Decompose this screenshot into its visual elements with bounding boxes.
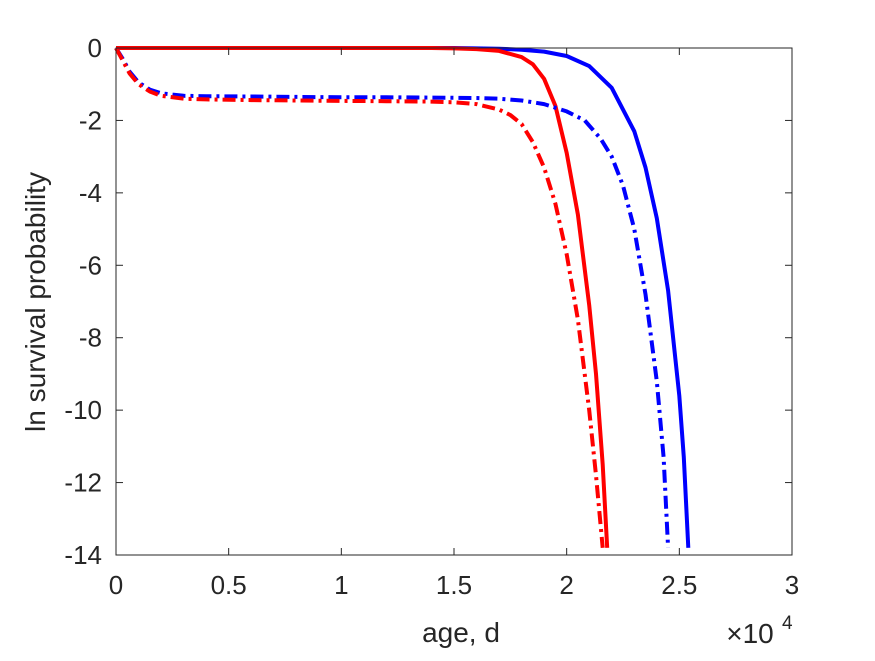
y-tick-label: -8: [79, 323, 102, 353]
x-tick-label: 2: [559, 570, 573, 600]
x-tick-label: 2.5: [661, 570, 697, 600]
y-tick-label: -12: [64, 468, 102, 498]
plot-area: [116, 48, 792, 555]
y-tick-label: -10: [64, 395, 102, 425]
x-tick-label: 3: [785, 570, 799, 600]
y-tick-label: 0: [88, 33, 102, 63]
y-axis-label: ln survival probability: [20, 172, 51, 432]
x-axis-label: age, d: [422, 617, 500, 648]
y-tick-label: -6: [79, 250, 102, 280]
y-tick-label: -2: [79, 105, 102, 135]
x-axis-ticks: 0 0.5 1 1.5 2 2.5 3: [109, 48, 799, 600]
x-multiplier-exponent: 4: [782, 613, 793, 634]
y-tick-label: -4: [79, 178, 102, 208]
y-axis-ticks: 0 -2 -4 -6 -8 -10 -12 -14: [64, 33, 792, 570]
x-tick-label: 1.5: [436, 570, 472, 600]
x-tick-label: 0.5: [211, 570, 247, 600]
series-line-4: [114, 47, 605, 548]
x-tick-label: 0: [109, 570, 123, 600]
x-tick-label: 1: [334, 570, 348, 600]
y-tick-label: -14: [64, 540, 102, 570]
x-multiplier-base: ×10: [726, 618, 774, 649]
